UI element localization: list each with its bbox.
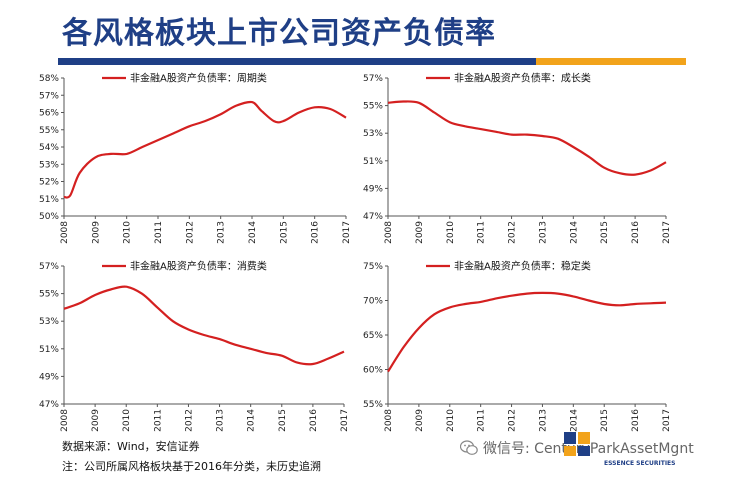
y-tick-label: 54% (39, 143, 59, 153)
x-tick-label: 2011 (477, 221, 487, 244)
legend-label: 非金融A股资产负债率：消费类 (130, 260, 267, 273)
y-tick-label: 60% (363, 366, 383, 376)
x-tick-label: 2008 (384, 409, 394, 432)
y-tick-label: 55% (363, 400, 383, 410)
classification-note: 注：公司所属风格板块基于2016年分类，未历史追溯 (62, 460, 321, 473)
y-tick-label: 51% (39, 345, 59, 355)
x-tick-label: 2011 (154, 221, 164, 244)
series-line (63, 100, 347, 199)
x-tick-label: 2012 (185, 221, 195, 244)
series-line (387, 100, 667, 176)
x-tick-label: 2014 (569, 221, 579, 244)
x-tick-label: 2017 (340, 409, 350, 432)
chart-consumer: 47% 49% 51% 53% 55% 57% 2008 2009 2010 2011 2012 20… (39, 260, 350, 432)
x-tick-label: 2011 (477, 409, 487, 432)
wechat-icon (460, 440, 478, 456)
x-tick-label: 2010 (123, 221, 133, 244)
x-tick-label: 2008 (60, 409, 70, 432)
x-tick-label: 2013 (216, 409, 226, 432)
x-tick-label: 2017 (662, 221, 672, 244)
y-tick-label: 75% (363, 262, 383, 272)
x-tick-label: 2012 (508, 409, 518, 432)
x-tick-label: 2015 (600, 221, 610, 244)
x-tick-label: 2012 (184, 409, 194, 432)
x-tick-label: 2015 (278, 409, 288, 432)
y-tick-label: 49% (39, 372, 59, 382)
y-tick-label: 56% (39, 109, 59, 119)
y-tick-label: 51% (39, 195, 59, 205)
y-tick-label: 70% (363, 297, 383, 307)
x-tick-label: 2017 (342, 221, 352, 244)
y-tick-label: 49% (363, 184, 383, 194)
x-tick-label: 2008 (384, 221, 394, 244)
x-tick-label: 2016 (631, 409, 641, 432)
y-tick-label: 58% (39, 74, 59, 84)
title-underline-blue (58, 58, 536, 65)
chart-growth: 47% 49% 51% 53% 55% 57% 2008 2009 2010 2011 2012 20… (363, 72, 672, 244)
y-tick-label: 55% (39, 126, 59, 136)
data-source-note: 数据来源：Wind，安信证券 (62, 440, 200, 453)
legend-label: 非金融A股资产负债率：成长类 (454, 72, 591, 85)
title-underline-orange (536, 58, 686, 65)
series-line (63, 285, 345, 366)
legend-label: 非金融A股资产负债率：稳定类 (454, 260, 591, 273)
essence-logo-icon (562, 430, 596, 462)
x-tick-label: 2017 (662, 409, 672, 432)
x-tick-label: 2010 (122, 409, 132, 432)
chart-cyclical: 50% 51% 52% 53% 54% 55% 56% 57% 58% 2008 2009 2010 2… (39, 72, 352, 244)
x-tick-label: 2013 (538, 221, 548, 244)
page-title: 各风格板块上市公司资产负债率 (62, 16, 496, 51)
y-tick-label: 57% (363, 74, 383, 84)
legend: 非金融A股资产负债率：消费类 (102, 260, 267, 273)
y-tick-label: 53% (39, 317, 59, 327)
x-tick-label: 2010 (446, 221, 456, 244)
y-tick-label: 50% (39, 212, 59, 222)
x-tick-label: 2008 (60, 221, 70, 244)
x-tick-label: 2011 (153, 409, 163, 432)
y-tick-label: 55% (363, 102, 383, 112)
x-tick-label: 2009 (91, 409, 101, 432)
y-tick-label: 51% (363, 157, 383, 167)
x-tick-label: 2015 (279, 221, 289, 244)
x-tick-label: 2013 (538, 409, 548, 432)
x-tick-label: 2009 (415, 221, 425, 244)
x-tick-label: 2013 (217, 221, 227, 244)
y-tick-label: 47% (39, 400, 59, 410)
y-tick-label: 47% (363, 212, 383, 222)
legend: 非金融A股资产负债率：周期类 (102, 72, 267, 85)
y-tick-label: 57% (39, 262, 59, 272)
legend: 非金融A股资产负债率：稳定类 (426, 260, 591, 273)
legend: 非金融A股资产负债率：成长类 (426, 72, 591, 85)
y-tick-label: 65% (363, 331, 383, 341)
x-tick-label: 2016 (309, 409, 319, 432)
y-tick-label: 53% (363, 129, 383, 139)
x-tick-label: 2014 (569, 409, 579, 432)
y-tick-label: 57% (39, 91, 59, 101)
x-tick-label: 2014 (248, 221, 258, 244)
series-line (387, 291, 667, 373)
x-tick-label: 2016 (311, 221, 321, 244)
x-tick-label: 2009 (415, 409, 425, 432)
x-tick-label: 2016 (631, 221, 641, 244)
x-tick-label: 2015 (600, 409, 610, 432)
y-tick-label: 55% (39, 290, 59, 300)
logo-text: ESSENCE SECURITIES (604, 460, 676, 467)
chart-stable: 55% 60% 65% 70% 75% 2008 2009 2010 2011 2012 2013 2… (363, 260, 672, 432)
x-tick-label: 2009 (91, 221, 101, 244)
x-tick-label: 2012 (508, 221, 518, 244)
x-tick-label: 2014 (247, 409, 257, 432)
x-tick-label: 2010 (446, 409, 456, 432)
legend-label: 非金融A股资产负债率：周期类 (130, 72, 267, 85)
y-tick-label: 53% (39, 160, 59, 170)
y-tick-label: 52% (39, 178, 59, 188)
